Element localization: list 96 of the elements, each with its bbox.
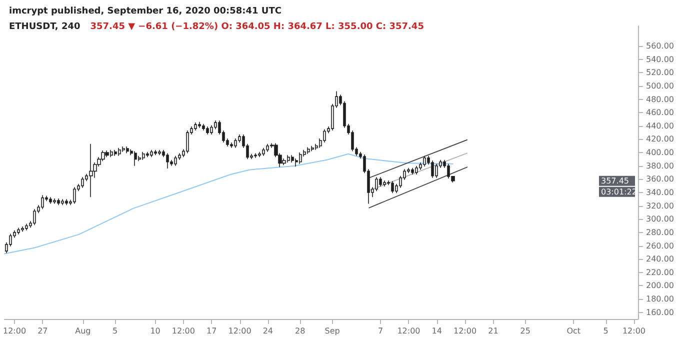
candlestick <box>73 186 76 204</box>
candlestick <box>194 122 197 131</box>
candlestick <box>411 167 414 175</box>
candlestick <box>210 124 213 135</box>
candlestick <box>230 142 233 148</box>
candlestick <box>118 147 121 156</box>
x-tick-label: 17 <box>206 326 217 336</box>
candlestick <box>431 160 434 178</box>
y-tick-label: 360.00 <box>646 174 674 184</box>
x-tick-label: 27 <box>38 326 48 336</box>
candlestick <box>25 223 28 231</box>
y-tick-label: 160.00 <box>646 308 674 317</box>
candlestick <box>105 150 109 158</box>
x-tick-label: Oct <box>566 326 581 336</box>
candlestick <box>262 147 265 156</box>
candlestick <box>379 176 382 187</box>
y-tick-label: 540.00 <box>646 54 674 64</box>
candlestick <box>138 155 141 162</box>
y-tick-label: 380.00 <box>646 161 674 170</box>
x-tick-label: 5 <box>603 326 608 336</box>
candlestick <box>81 176 84 188</box>
candlestick <box>234 138 237 148</box>
candlestick <box>114 149 117 156</box>
x-tick-label: Sep <box>324 326 340 336</box>
candlestick <box>154 149 157 156</box>
candlestick <box>146 151 149 158</box>
y-tick-label: 400.00 <box>646 148 674 158</box>
candlestick <box>202 123 205 131</box>
x-tick-label: 21 <box>488 326 498 336</box>
y-tick-label: 560.00 <box>646 41 674 50</box>
candlestick <box>150 149 153 158</box>
candlestick <box>17 227 20 235</box>
x-tick-label: 12:00 <box>397 326 420 336</box>
y-tick-label: 300.00 <box>646 214 674 224</box>
candlestick <box>53 198 56 204</box>
candlestick <box>299 152 302 164</box>
line-series <box>4 153 454 254</box>
candlestick <box>435 163 438 178</box>
candlestick <box>41 194 44 210</box>
candlestick <box>65 198 68 206</box>
candlestick <box>198 121 201 128</box>
x-tick-label: 25 <box>520 326 530 336</box>
candlestick <box>142 151 145 160</box>
x-tick-label: Aug <box>75 326 91 336</box>
x-tick-label: 7 <box>378 326 384 336</box>
y-tick-label: 240.00 <box>646 254 674 264</box>
candlestick <box>254 152 257 158</box>
candlestick <box>206 126 209 135</box>
candlestick <box>307 146 310 154</box>
y-tick-label: 480.00 <box>646 94 674 104</box>
chart-title: ETHUSDT, 240 <box>9 22 80 32</box>
y-tick-label: 440.00 <box>646 121 674 130</box>
y-tick-label: 340.00 <box>646 188 674 197</box>
candlestick <box>21 226 24 232</box>
y-tick-label: 260.00 <box>646 241 674 250</box>
chart-subtitle: 357.45 ▼ −6.61 (−1.82%) O: 364.05 H: 364.67 L: 355.00 C: 357.45 <box>90 22 424 32</box>
candlestick <box>134 150 137 166</box>
annotation: 357.45 <box>601 176 629 186</box>
x-tick-label: 5 <box>112 326 118 336</box>
candlestick <box>258 151 261 158</box>
candlestick <box>61 198 64 206</box>
x-tick-label: 12:00 <box>228 326 252 336</box>
candlestick <box>166 152 169 169</box>
candlestick <box>415 165 418 175</box>
candlestick <box>122 146 125 152</box>
y-tick-label: 460.00 <box>646 108 674 118</box>
x-tick-label: 24 <box>262 326 274 336</box>
x-tick-label: 12:00 <box>2 326 26 336</box>
candlestick <box>291 154 294 163</box>
candlestick <box>49 196 52 204</box>
candlestick <box>126 146 129 154</box>
text: imcrypt published, September 16, 2020 00:58:41 UTC <box>9 6 282 16</box>
candlestick <box>174 155 177 166</box>
y-tick-label: 520.00 <box>646 68 674 78</box>
x-tick-label: 12:00 <box>622 326 646 336</box>
candlestick <box>89 143 93 198</box>
y-tick-label: 320.00 <box>646 201 674 210</box>
candlestick <box>383 180 386 187</box>
candlestick <box>33 208 36 226</box>
y-tick-label: 200.00 <box>646 281 674 290</box>
x-tick-label: 28 <box>295 326 306 336</box>
candlestick <box>423 155 426 167</box>
y-tick-label: 280.00 <box>646 228 674 237</box>
candlestick <box>186 130 189 154</box>
y-tick-label: 500.00 <box>646 81 674 90</box>
x-tick-label: 14 <box>432 326 442 336</box>
x-tick-label: 10 <box>150 326 160 336</box>
x-tick-label: 12:00 <box>172 326 195 336</box>
y-tick-label: 420.00 <box>646 134 674 144</box>
candlestick <box>311 145 314 152</box>
y-tick-label: 180.00 <box>646 294 674 304</box>
candlestick <box>57 198 60 206</box>
candlestick <box>391 180 394 194</box>
y-tick-label: 220.00 <box>646 268 674 277</box>
x-tick-label: 12:00 <box>454 326 477 336</box>
candlestick <box>158 149 161 156</box>
